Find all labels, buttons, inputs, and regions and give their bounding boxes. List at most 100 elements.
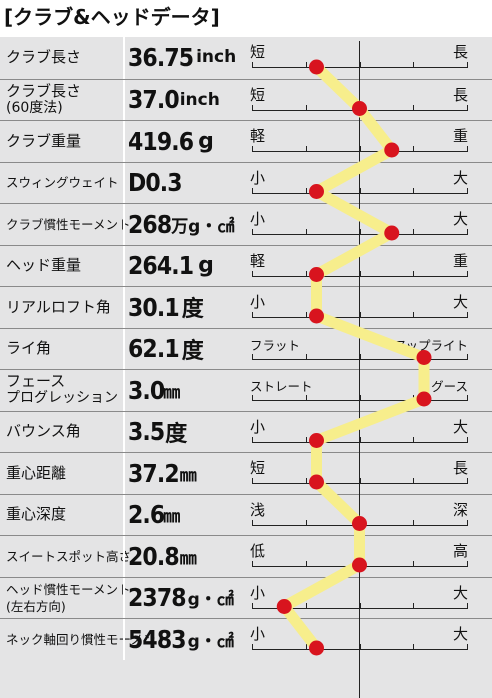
scale-tick (467, 312, 468, 318)
row-label-line1: 重心深度 (6, 505, 67, 523)
scale-tick (467, 62, 468, 68)
scale-left-label: フラット (250, 337, 301, 353)
scale-tick (305, 644, 307, 650)
row-label-line1: 重心距離 (6, 463, 67, 482)
row-label-line1: スイートスポット高さ (6, 548, 132, 564)
scale-tick (467, 353, 468, 360)
scale-right-label: 重 (452, 251, 468, 270)
scale-tick (252, 146, 253, 152)
row-label: クラブ慣性モーメント (6, 204, 131, 244)
scale-tick (413, 187, 415, 194)
scale-tick (305, 62, 307, 68)
column-divider (123, 121, 125, 162)
scale-tick (359, 353, 361, 360)
scale-tick (467, 602, 468, 609)
value-number: 268 (128, 209, 172, 239)
table-row: リアルロフト角 30.1 度小大 (0, 286, 492, 328)
data-table: クラブ長さ 36.75 inch 短長クラブ長さ (60度法) 37.0 inch 短長クラブ… (0, 37, 492, 698)
value-number: 264.1 (128, 251, 194, 280)
scale-tick (305, 312, 307, 318)
table-row: クラブ長さ 36.75 inch 短長 (0, 37, 492, 79)
scale-tick (359, 62, 361, 68)
scale-tick (413, 395, 415, 401)
scale-right-label: 長 (452, 85, 468, 104)
scale-tick (467, 104, 468, 111)
value-number: 37.0 (128, 85, 180, 114)
value-unit: 度 (181, 297, 204, 322)
row-label-line2: (60度法) (6, 99, 63, 116)
scale-left-label: 小 (250, 625, 266, 643)
scale-tick (305, 104, 307, 111)
scale-tick (252, 229, 253, 235)
row-value: 2.6 ㎜ (128, 495, 248, 535)
scale-tick (413, 436, 415, 443)
scale-tick (305, 270, 307, 277)
value-unit: ㎜ (179, 548, 197, 569)
row-value: 3.5 度 (128, 412, 248, 452)
column-divider (123, 162, 125, 203)
row-label: スウィングウェイト (6, 163, 122, 203)
row-value: 20.8 ㎜ (128, 536, 248, 576)
scale-tick (413, 644, 415, 650)
row-value: 62.1 度 (128, 329, 248, 369)
scale-right-label: 高 (452, 542, 468, 560)
scale-left-label: 浅 (250, 500, 266, 519)
scale-tick (359, 478, 361, 484)
scale-right-label: 深 (452, 500, 468, 519)
scale-tick (413, 478, 415, 484)
scale-tick (413, 146, 415, 152)
row-label-line1: クラブ重量 (6, 131, 82, 150)
value-unit: inch (179, 89, 220, 110)
row-value: 37.2 ㎜ (128, 453, 248, 493)
column-divider (123, 619, 125, 660)
table-row: スウィングウェイト D0.3 小 大 (0, 161, 492, 203)
scale-right-label: 大 (452, 417, 468, 436)
scale-tick (413, 62, 415, 68)
scale-tick (252, 436, 253, 443)
row-value: 264.1 g (128, 246, 248, 286)
row-label: ライ角 (6, 329, 122, 369)
row-label: クラブ重量 (6, 121, 122, 161)
scale-tick (359, 312, 361, 318)
scale-tick (305, 187, 307, 194)
scale-tick (413, 353, 415, 360)
scale-left-label: 軽 (250, 251, 266, 270)
value-unit: 万g・㎠ (171, 216, 235, 237)
scale-tick (359, 146, 361, 152)
scale-tick (467, 519, 468, 526)
row-label-line1: ライ角 (6, 339, 52, 357)
value-number: 36.75 (128, 42, 194, 72)
scale-tick (359, 270, 361, 277)
row-label: リアルロフト角 (6, 287, 122, 327)
scale-tick (413, 561, 415, 567)
scale-left-label: 短 (250, 43, 266, 61)
value-unit: g (198, 128, 214, 154)
scale-left-label: 小 (250, 293, 266, 311)
value-unit: 度 (181, 338, 204, 364)
scale-tick (467, 644, 468, 650)
scale-tick (305, 519, 307, 526)
scale-tick (413, 519, 415, 526)
row-label: クラブ長さ (60度法) (6, 80, 122, 120)
row-value: 30.1 度 (128, 287, 248, 327)
scale-tick (252, 104, 253, 111)
row-label: スイートスポット高さ (6, 536, 132, 576)
row-label: フェース プログレッション (6, 370, 122, 410)
row-label: ヘッド重量 (6, 246, 122, 286)
column-divider (123, 536, 125, 577)
scale-tick (252, 62, 253, 68)
scale-right-label: グース (431, 379, 468, 394)
value-number: 3.0 (128, 375, 165, 405)
column-divider (123, 79, 125, 120)
scale-right-label: 大 (452, 625, 468, 643)
scale-left-label: 低 (250, 542, 266, 560)
value-unit: ㎜ (163, 507, 181, 527)
scale-left-label: 小 (250, 417, 266, 436)
scale-tick (359, 187, 361, 194)
value-number: 3.5 (128, 417, 165, 446)
